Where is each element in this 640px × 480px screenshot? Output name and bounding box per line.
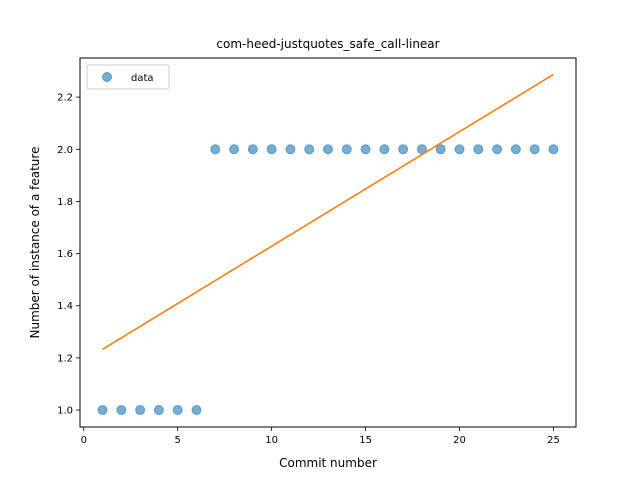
x-axis-label: Commit number xyxy=(279,456,377,470)
data-point xyxy=(454,144,465,155)
y-tick-label: 1.0 xyxy=(57,406,73,417)
data-point xyxy=(379,144,390,155)
y-tick-label: 1.8 xyxy=(57,197,73,208)
data-point xyxy=(172,405,183,416)
x-tick-label: 25 xyxy=(547,435,560,446)
data-point xyxy=(323,144,333,155)
plot-area xyxy=(97,73,559,416)
data-point xyxy=(266,144,277,155)
y-axis: 1.0 1.2 1.4 1.6 1.8 2.0 2.2 xyxy=(57,93,80,417)
x-tick-label: 15 xyxy=(359,435,372,446)
data-point xyxy=(229,144,240,155)
data-point xyxy=(285,144,296,155)
data-point xyxy=(341,144,352,155)
data-point xyxy=(473,144,484,155)
legend-marker-data xyxy=(102,72,112,82)
data-point xyxy=(135,405,146,416)
x-tick-label: 0 xyxy=(81,435,87,446)
data-point xyxy=(548,144,559,155)
data-point xyxy=(435,144,446,155)
data-point xyxy=(153,405,164,416)
chart-title: com-heed-justquotes_safe_call-linear xyxy=(216,37,439,51)
data-point xyxy=(116,405,127,416)
y-axis-label: Number of instance of a feature xyxy=(28,147,42,339)
y-tick-label: 2.0 xyxy=(57,145,73,156)
x-tick-label: 5 xyxy=(175,435,181,446)
data-point xyxy=(492,144,503,155)
y-tick-label: 2.2 xyxy=(57,93,73,104)
data-point xyxy=(247,144,258,155)
data-point xyxy=(304,144,315,155)
fit-line xyxy=(102,73,554,350)
y-tick-label: 1.2 xyxy=(57,353,73,364)
legend-box xyxy=(86,64,170,90)
data-point xyxy=(360,144,371,155)
legend-label-data: data xyxy=(131,73,154,84)
data-point xyxy=(97,405,108,416)
data-point xyxy=(510,144,521,155)
x-tick-label: 20 xyxy=(453,435,466,446)
x-tick-label: 10 xyxy=(265,435,278,446)
data-point xyxy=(210,144,221,155)
y-tick-label: 1.6 xyxy=(57,249,73,260)
x-axis: 0 5 10 15 20 25 xyxy=(81,427,560,446)
data-point xyxy=(529,144,540,155)
legend: data xyxy=(86,64,170,90)
data-point xyxy=(398,144,409,155)
y-tick-label: 1.4 xyxy=(57,301,73,312)
axes-frame xyxy=(79,57,577,428)
data-point xyxy=(191,405,202,416)
